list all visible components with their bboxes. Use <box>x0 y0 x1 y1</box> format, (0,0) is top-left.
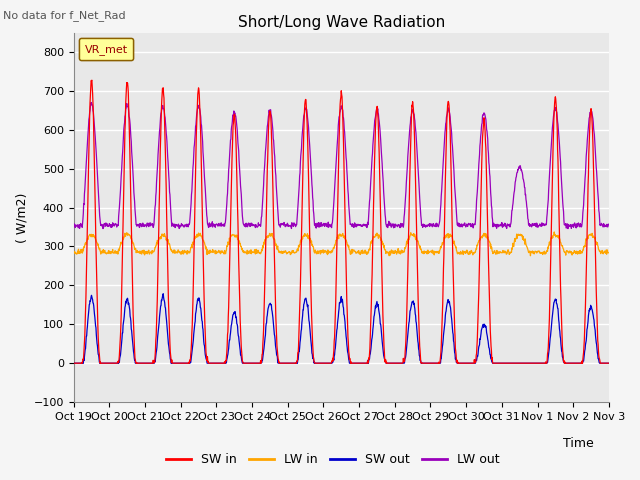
SW in <box>541 360 549 366</box>
SW out <box>424 360 432 366</box>
Text: Time: Time <box>563 437 594 450</box>
Legend: VR_met: VR_met <box>79 38 134 60</box>
LW in <box>189 240 196 245</box>
SW in <box>249 360 257 366</box>
SW out <box>541 360 549 366</box>
LW in <box>70 250 77 256</box>
LW out <box>564 226 572 231</box>
Line: SW in: SW in <box>74 80 609 363</box>
LW in <box>605 250 612 256</box>
LW out <box>249 223 257 228</box>
LW in <box>424 247 432 253</box>
LW out <box>87 99 95 105</box>
Text: No data for f_Net_Rad: No data for f_Net_Rad <box>3 10 126 21</box>
SW in <box>189 298 197 303</box>
SW in <box>424 360 432 366</box>
SW in <box>70 360 77 366</box>
SW out <box>605 360 612 366</box>
LW out <box>176 223 184 229</box>
SW out <box>494 360 502 366</box>
SW out <box>189 340 197 346</box>
LW out <box>424 222 432 228</box>
SW in <box>494 360 502 366</box>
LW in <box>248 249 256 255</box>
SW out <box>70 360 77 366</box>
LW out <box>541 222 549 228</box>
SW in <box>176 360 184 366</box>
Title: Short/Long Wave Radiation: Short/Long Wave Radiation <box>237 15 445 30</box>
LW in <box>176 249 184 255</box>
LW out <box>70 222 77 228</box>
Line: LW out: LW out <box>74 102 609 228</box>
SW out <box>176 360 184 366</box>
LW in <box>527 253 534 259</box>
LW in <box>550 229 558 235</box>
SW out <box>249 360 257 366</box>
LW in <box>494 250 502 256</box>
SW out <box>159 291 167 297</box>
SW in <box>605 360 612 366</box>
Line: LW in: LW in <box>74 232 609 256</box>
LW out <box>605 221 612 227</box>
Y-axis label: ( W/m2): ( W/m2) <box>15 192 28 242</box>
SW in <box>88 77 96 83</box>
Legend: SW in, LW in, SW out, LW out: SW in, LW in, SW out, LW out <box>161 448 505 471</box>
Line: SW out: SW out <box>74 294 609 363</box>
LW out <box>189 165 197 170</box>
LW out <box>494 222 502 228</box>
LW in <box>541 251 549 256</box>
